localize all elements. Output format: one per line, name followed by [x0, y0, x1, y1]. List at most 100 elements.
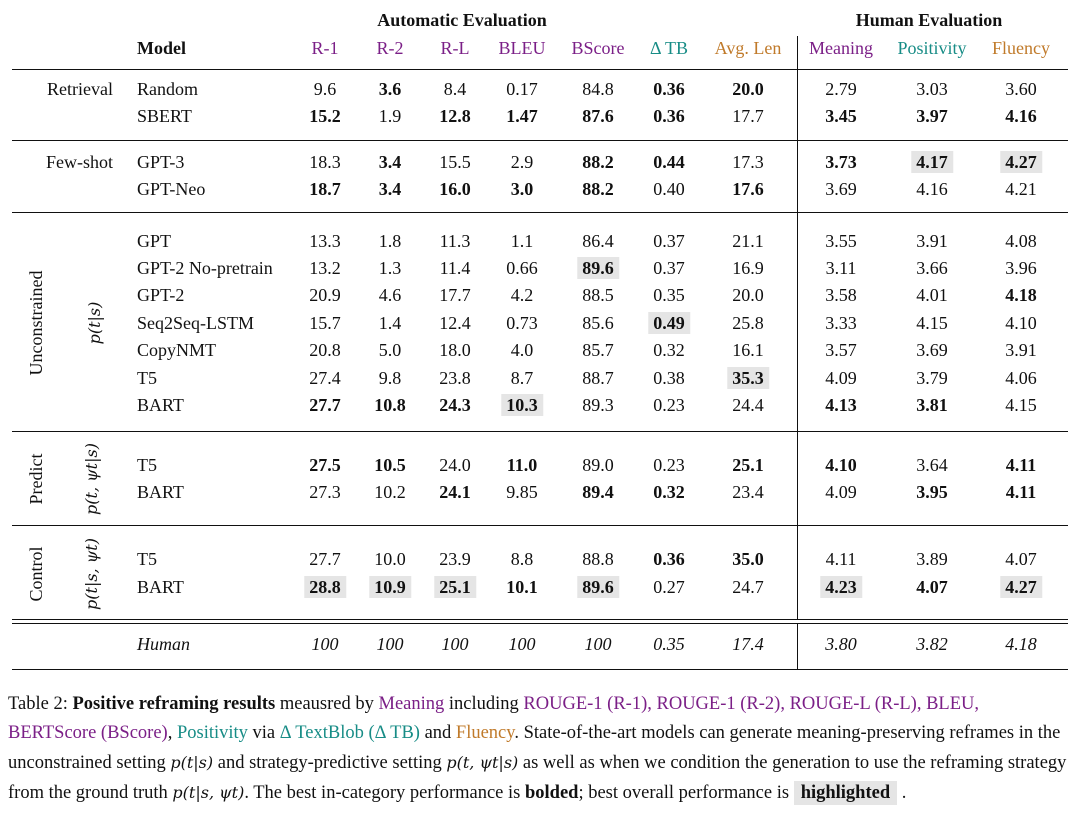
table-cell: 24.4 — [732, 394, 764, 416]
cell-value: 3.33 — [825, 313, 857, 333]
table-cell: 3.81 — [916, 394, 948, 416]
table-cell: 4.13 — [825, 394, 857, 416]
table-cell: 0.73 — [506, 312, 538, 334]
table-cell: 85.7 — [582, 339, 614, 361]
table-cell: 4.09 — [825, 481, 857, 503]
cell-value: 16.9 — [732, 258, 764, 278]
table-cell: 27.7 — [309, 548, 341, 570]
cell-value: 15.7 — [309, 313, 341, 333]
cell-value: 3.79 — [916, 368, 948, 388]
table-cell: 8.7 — [511, 367, 534, 389]
table-cell: 3.6 — [379, 78, 402, 100]
cell-value: 4.01 — [916, 285, 948, 305]
table-cell: 4.23 — [820, 576, 862, 598]
table-cell: 24.0 — [439, 454, 471, 476]
table-cell: 100 — [311, 634, 339, 654]
table-cell: 23.8 — [439, 367, 471, 389]
cell-value: 23.9 — [439, 549, 471, 569]
model-name: BART — [137, 395, 184, 415]
table-cell: 18.0 — [439, 339, 471, 361]
cell-value: 5.0 — [378, 340, 402, 360]
cell-value: 3.69 — [916, 340, 948, 360]
model-name: T5 — [137, 368, 157, 388]
table-cell: 0.38 — [653, 367, 685, 389]
cell-value: 89.6 — [577, 257, 619, 279]
group-label-retrieval: Retrieval — [47, 79, 113, 99]
table-cell: 4.6 — [379, 284, 402, 306]
cell-value: 4.2 — [510, 285, 534, 305]
table-cell: 4.16 — [1005, 105, 1037, 127]
table-cell: 28.8 — [304, 576, 346, 598]
cell-value: 15.5 — [439, 152, 471, 172]
table-cell: 3.60 — [1005, 78, 1037, 100]
table-cell: 89.6 — [577, 576, 619, 598]
cell-value: 4.0 — [510, 340, 534, 360]
table-cell: 11.4 — [440, 257, 471, 279]
table-cell: 1.8 — [379, 230, 402, 252]
table-cell: 0.32 — [653, 339, 685, 361]
table-cell: 89.4 — [582, 481, 614, 503]
cell-value: 0.32 — [653, 482, 685, 502]
cell-value: 10.0 — [374, 549, 406, 569]
table-cell: 3.55 — [825, 230, 857, 252]
cell-value: 0.23 — [653, 395, 685, 415]
table-cell: 3.0 — [511, 178, 534, 200]
cell-value: 4.23 — [820, 576, 862, 598]
column-header-1: R-1 — [311, 38, 339, 58]
table-cell: 89.0 — [582, 454, 614, 476]
model-name: T5 — [137, 549, 157, 569]
table-cell: 4.17 — [911, 151, 953, 173]
table-cell: 4.18 — [1005, 634, 1037, 654]
cell-value: 10.8 — [374, 395, 406, 415]
cell-value: 3.60 — [1005, 79, 1037, 99]
table-cell: 3.80 — [825, 634, 857, 654]
cell-value: 4.11 — [1005, 455, 1037, 475]
table-cell: 12.8 — [439, 105, 471, 127]
cell-value: 1.47 — [506, 106, 538, 126]
table-cell: 11.0 — [507, 454, 538, 476]
cell-value: 3.91 — [916, 231, 948, 251]
table-cell: 0.32 — [653, 481, 685, 503]
table-cell: 17.7 — [439, 284, 471, 306]
cell-value: 35.3 — [727, 367, 769, 389]
table-cell: 8.4 — [444, 78, 467, 100]
table-cell: 3.95 — [916, 481, 948, 503]
cell-value: 17.6 — [732, 179, 764, 199]
cell-value: 4.06 — [1005, 368, 1037, 388]
caption-meaning: Meaning — [378, 694, 445, 714]
caption-text-11: . — [897, 783, 907, 803]
group-sublabel-unconstrained: p(t|s) — [85, 301, 104, 345]
cell-value: 3.6 — [378, 79, 402, 99]
cell-value: 4.18 — [1005, 285, 1037, 305]
table-cell: 0.37 — [653, 257, 685, 279]
caption-text-8: as well as when we condition the generat… — [8, 753, 1067, 803]
table-cell: 9.6 — [314, 78, 337, 100]
cell-value: 85.7 — [582, 340, 614, 360]
table-cell: 4.15 — [1005, 394, 1037, 416]
cell-value: 23.8 — [439, 368, 471, 388]
cell-value: 2.79 — [825, 79, 857, 99]
cell-value: 15.2 — [309, 106, 341, 126]
cell-value: 20.0 — [732, 285, 764, 305]
vrule-unconstrained — [797, 213, 798, 431]
cell-value: 4.11 — [1005, 482, 1037, 502]
caption-text-5: and — [419, 723, 456, 743]
table-cell: 100 — [508, 634, 536, 654]
model-name: GPT — [137, 231, 172, 251]
cell-value: 4.09 — [825, 368, 857, 388]
table-cell: 3.82 — [916, 634, 948, 654]
cell-value: 10.3 — [501, 394, 543, 416]
table-cell: 3.89 — [916, 548, 948, 570]
table-cell: 3.69 — [825, 178, 857, 200]
cell-value: 4.07 — [1005, 549, 1037, 569]
table-cell: 4.06 — [1005, 367, 1037, 389]
cell-value: 11.0 — [506, 455, 538, 475]
cell-value: 4.16 — [916, 179, 948, 199]
cell-value: 21.1 — [732, 231, 764, 251]
group-label-few-shot: Few-shot — [46, 152, 113, 172]
cell-value: 85.6 — [582, 313, 614, 333]
cell-value: 89.3 — [582, 395, 614, 415]
table-cell: 3.4 — [379, 178, 402, 200]
vrule-fewshot — [797, 141, 798, 212]
table-cell: 27.5 — [309, 454, 341, 476]
